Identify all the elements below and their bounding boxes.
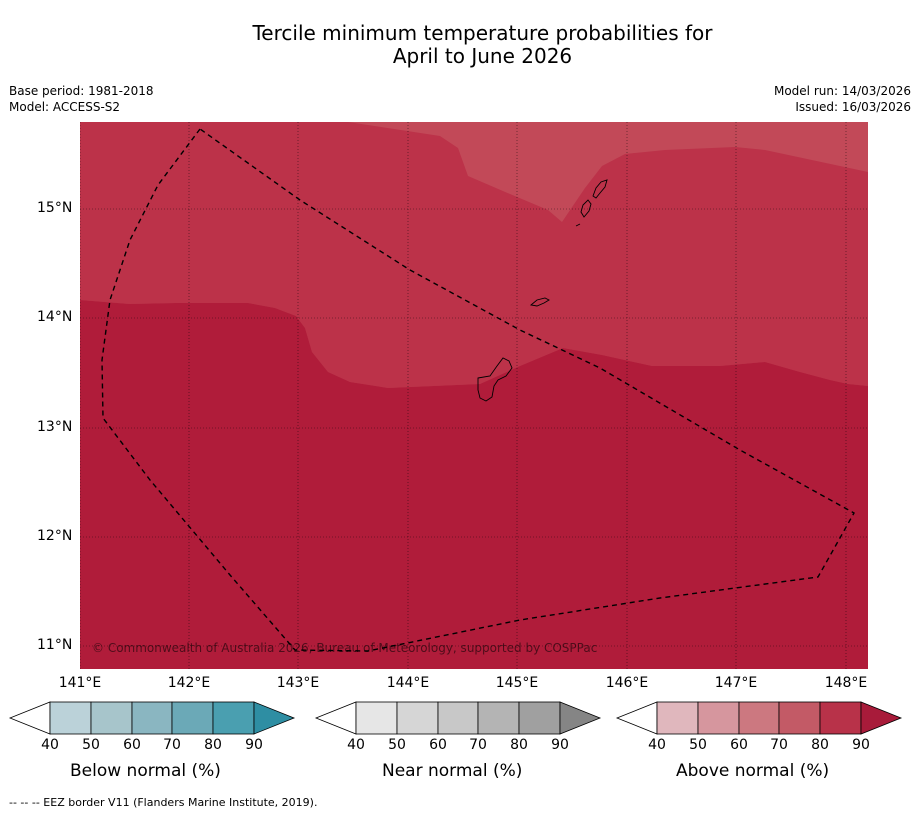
cb-above-tick-70: 70	[770, 737, 788, 753]
chart-title: Tercile minimum temperature probabilitie…	[0, 22, 919, 68]
lon-label-148e: 148°E	[824, 675, 868, 691]
lat-label-11n: 11°N	[37, 637, 73, 653]
title-line-2: April to June 2026	[392, 44, 573, 68]
cb-below-tick-80: 80	[204, 737, 222, 753]
cb-near-tick-70: 70	[469, 737, 487, 753]
meta-right: Model run: 14/03/2026 Issued: 16/03/2026	[774, 83, 911, 115]
zone-above-90	[80, 300, 868, 669]
base-period: Base period: 1981-2018	[9, 84, 154, 98]
lon-label-143e: 143°E	[276, 675, 320, 691]
cb-above-title: Above normal (%)	[676, 761, 830, 781]
cb-above-under	[615, 701, 658, 735]
cb-near-tick-80: 80	[510, 737, 528, 753]
lon-label-145e: 145°E	[495, 675, 539, 691]
cb-above-seg-2	[697, 701, 740, 735]
cb-below-tick-60: 60	[123, 737, 141, 753]
lat-label-12n: 12°N	[37, 528, 73, 544]
island-saipan	[592, 179, 608, 199]
cb-above-tick-60: 60	[730, 737, 748, 753]
eez-border	[101, 128, 855, 652]
probability-field	[80, 122, 868, 669]
cb-near-tick-40: 40	[347, 737, 365, 753]
lon-label-144e: 144°E	[386, 675, 430, 691]
model-run: Model run: 14/03/2026	[773, 84, 911, 98]
cb-below-seg-1	[49, 701, 92, 735]
cb-above-over	[860, 701, 903, 735]
cb-below-tick-40: 40	[41, 737, 59, 753]
cb-below-tick-90: 90	[245, 737, 263, 753]
island-tinian	[580, 199, 592, 218]
cb-near-seg-3	[437, 701, 479, 735]
model-name: Model: ACCESS-S2	[9, 100, 121, 114]
cb-below-seg-5	[212, 701, 255, 735]
island-rota	[529, 297, 550, 307]
cb-above-tick-90: 90	[852, 737, 870, 753]
title-line-1: Tercile minimum temperature probabilitie…	[252, 21, 713, 45]
cb-near-tick-90: 90	[551, 737, 569, 753]
cb-below-tick-70: 70	[163, 737, 181, 753]
lat-label-13n: 13°N	[37, 419, 73, 435]
cb-above-tick-40: 40	[648, 737, 666, 753]
coastlines	[477, 179, 608, 402]
cb-near-title: Near normal (%)	[382, 761, 523, 781]
cb-above-seg-5	[819, 701, 862, 735]
island-aguijan	[575, 223, 581, 227]
lon-label-142e: 142°E	[167, 675, 211, 691]
cb-below-title: Below normal (%)	[70, 761, 221, 781]
cb-near-tick-50: 50	[388, 737, 406, 753]
cb-below-over	[253, 701, 296, 735]
cb-below-seg-3	[131, 701, 173, 735]
colorbar-near-normal	[314, 701, 602, 735]
issued-date: Issued: 16/03/2026	[795, 100, 911, 114]
lon-label-147e: 147°E	[714, 675, 758, 691]
cb-above-seg-4	[778, 701, 821, 735]
cb-above-seg-1	[656, 701, 699, 735]
cb-above-tick-80: 80	[811, 737, 829, 753]
cb-above-tick-50: 50	[689, 737, 707, 753]
lon-label-141e: 141°E	[58, 675, 102, 691]
lat-label-15n: 15°N	[37, 200, 73, 216]
colorbar-above-normal	[615, 701, 903, 735]
cb-near-seg-5	[518, 701, 561, 735]
island-guam	[477, 357, 513, 402]
cb-near-over	[559, 701, 602, 735]
lat-label-14n: 14°N	[37, 309, 73, 325]
colorbar-below-normal	[8, 701, 296, 735]
cb-below-under	[8, 701, 51, 735]
cb-above-seg-3	[738, 701, 780, 735]
footnote-eez: -- -- -- EEZ border V11 (Flanders Marine…	[9, 796, 318, 809]
cb-near-tick-60: 60	[429, 737, 447, 753]
zone-above-80-90	[80, 122, 868, 388]
cb-near-seg-2	[396, 701, 439, 735]
copyright-notice: © Commonwealth of Australia 2026, Bureau…	[92, 641, 598, 655]
meta-left: Base period: 1981-2018 Model: ACCESS-S2	[9, 83, 154, 115]
gridlines	[80, 122, 868, 669]
cb-near-seg-4	[477, 701, 520, 735]
cb-below-tick-50: 50	[82, 737, 100, 753]
lon-label-146e: 146°E	[605, 675, 649, 691]
cb-below-seg-2	[90, 701, 133, 735]
cb-near-seg-1	[355, 701, 398, 735]
cb-below-seg-4	[171, 701, 214, 735]
cb-near-under	[314, 701, 357, 735]
colorbars	[8, 701, 903, 735]
